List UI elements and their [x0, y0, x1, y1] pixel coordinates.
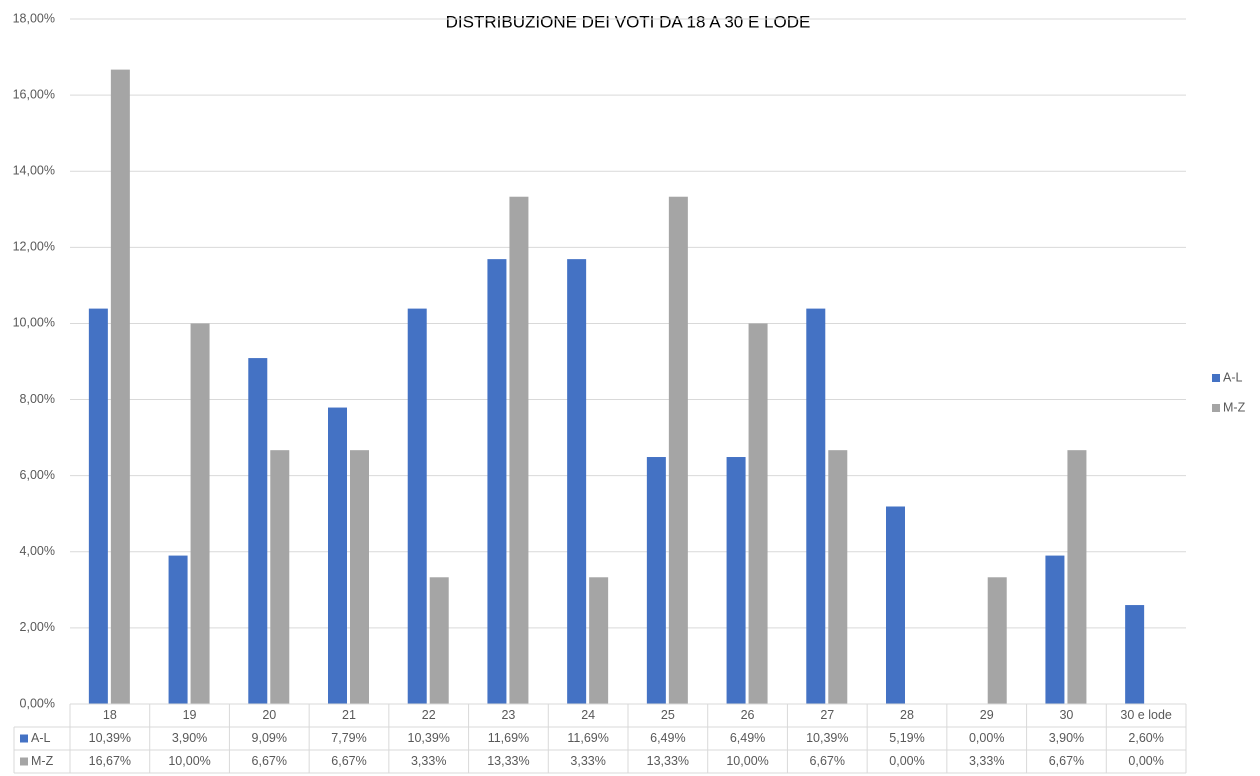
- x-tick-label: 30 e lode: [1120, 708, 1171, 722]
- bar: [509, 196, 529, 704]
- table-cell: 13,33%: [487, 754, 529, 768]
- table-row-label: A-L: [31, 731, 51, 745]
- y-tick-label: 4,00%: [20, 544, 55, 558]
- bar: [987, 577, 1007, 704]
- table-cell: 2,60%: [1128, 731, 1163, 745]
- bar: [886, 506, 905, 704]
- y-tick-label: 10,00%: [13, 316, 55, 330]
- table-cell: 16,67%: [89, 754, 131, 768]
- bar: [88, 308, 108, 704]
- x-tick-label: 23: [501, 708, 515, 722]
- table-cell: 10,00%: [168, 754, 210, 768]
- x-tick-label: 30: [1059, 708, 1073, 722]
- table-cell: 7,79%: [331, 731, 366, 745]
- x-tick-label: 25: [661, 708, 675, 722]
- x-tick-label: 27: [820, 708, 834, 722]
- bar: [190, 323, 210, 704]
- bar: [328, 407, 347, 704]
- table-cell: 0,00%: [889, 754, 924, 768]
- bar: [350, 450, 369, 704]
- legend-key: [1212, 404, 1220, 412]
- bar: [646, 457, 666, 704]
- bar: [806, 308, 826, 704]
- table-cell: 6,49%: [730, 731, 765, 745]
- bar: [1067, 450, 1087, 704]
- bar: [407, 308, 427, 704]
- x-tick-label: 29: [980, 708, 994, 722]
- table-cell: 5,19%: [889, 731, 924, 745]
- x-tick-label: 19: [183, 708, 197, 722]
- x-tick-label: 26: [741, 708, 755, 722]
- bar: [668, 196, 688, 704]
- bar: [429, 577, 449, 704]
- y-tick-label: 18,00%: [13, 11, 55, 25]
- bar: [748, 323, 768, 704]
- x-tick-label: 18: [103, 708, 117, 722]
- x-tick-label: 24: [581, 708, 595, 722]
- x-tick-label: 21: [342, 708, 356, 722]
- table-cell: 10,39%: [806, 731, 848, 745]
- bar: [270, 450, 290, 704]
- table-cell: 0,00%: [969, 731, 1004, 745]
- bar: [248, 358, 268, 704]
- table-cell: 6,67%: [1049, 754, 1084, 768]
- bar: [828, 450, 848, 704]
- y-tick-label: 2,00%: [20, 620, 55, 634]
- legend-label: M-Z: [1223, 400, 1246, 414]
- table-cell: 0,00%: [1128, 754, 1163, 768]
- table-cell: 3,33%: [570, 754, 605, 768]
- table-cell: 3,90%: [172, 731, 207, 745]
- y-tick-label: 6,00%: [20, 468, 55, 482]
- table-cell: 9,09%: [252, 731, 287, 745]
- table-cell: 10,39%: [408, 731, 450, 745]
- y-tick-label: 8,00%: [20, 392, 55, 406]
- y-tick-label: 14,00%: [13, 164, 55, 178]
- bar: [1045, 555, 1065, 704]
- table-cell: 3,33%: [411, 754, 446, 768]
- table-cell: 6,67%: [331, 754, 366, 768]
- bar: [487, 259, 507, 704]
- bar: [168, 555, 188, 704]
- table-cell: 3,90%: [1049, 731, 1084, 745]
- table-cell: 11,69%: [488, 731, 529, 745]
- table-cell: 10,00%: [726, 754, 768, 768]
- x-tick-label: 22: [422, 708, 436, 722]
- table-legend-key: [20, 757, 28, 766]
- table-cell: 6,49%: [650, 731, 685, 745]
- x-tick-label: 28: [900, 708, 914, 722]
- chart-title: DISTRIBUZIONE DEI VOTI DA 18 A 30 E LODE: [446, 12, 811, 31]
- bar: [589, 577, 609, 704]
- table-cell: 10,39%: [89, 731, 131, 745]
- table-cell: 3,33%: [969, 754, 1004, 768]
- bar: [567, 259, 587, 704]
- x-tick-label: 20: [262, 708, 276, 722]
- y-tick-label: 12,00%: [13, 240, 55, 254]
- bar: [110, 69, 130, 704]
- bar: [1125, 605, 1145, 704]
- bar: [726, 457, 746, 704]
- table-legend-key: [20, 734, 28, 743]
- y-tick-label: 0,00%: [20, 696, 55, 710]
- table-cell: 13,33%: [647, 754, 689, 768]
- y-tick-label: 16,00%: [13, 87, 55, 101]
- legend-label: A-L: [1223, 370, 1243, 384]
- table-cell: 11,69%: [567, 731, 608, 745]
- legend-key: [1212, 374, 1220, 382]
- table-row-label: M-Z: [31, 754, 54, 768]
- table-cell: 6,67%: [810, 754, 845, 768]
- table-cell: 6,67%: [252, 754, 287, 768]
